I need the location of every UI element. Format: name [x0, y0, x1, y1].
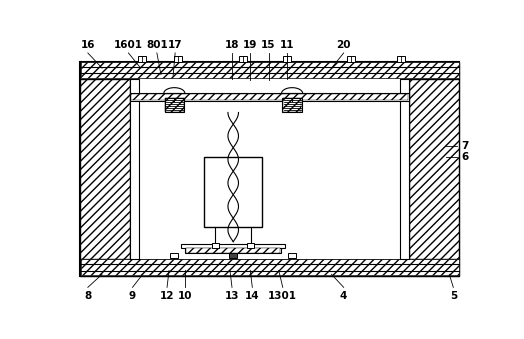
Bar — [185, 248, 279, 253]
Bar — [80, 259, 460, 276]
Text: 9: 9 — [129, 291, 136, 301]
Bar — [181, 244, 285, 248]
Bar — [132, 94, 408, 100]
Text: 19: 19 — [243, 40, 257, 50]
Text: 12: 12 — [160, 291, 174, 301]
Bar — [400, 79, 409, 259]
Text: 16: 16 — [81, 40, 95, 50]
Text: 13: 13 — [225, 291, 239, 301]
Bar — [203, 157, 263, 227]
Bar — [80, 62, 460, 79]
Bar — [81, 259, 458, 275]
Bar — [283, 98, 301, 112]
Text: 14: 14 — [245, 291, 259, 301]
Text: 18: 18 — [225, 40, 239, 50]
Bar — [80, 79, 130, 259]
Bar — [239, 56, 247, 62]
Text: 8: 8 — [84, 291, 92, 301]
Bar — [282, 56, 291, 62]
Bar — [80, 62, 460, 276]
Bar — [130, 79, 139, 259]
Bar — [247, 243, 254, 248]
Text: 17: 17 — [168, 40, 182, 50]
Text: 5: 5 — [450, 291, 457, 301]
Text: 4: 4 — [340, 291, 347, 301]
Bar — [165, 98, 184, 112]
Bar — [81, 62, 458, 78]
Bar — [170, 254, 178, 258]
Bar — [130, 94, 409, 101]
Text: 11: 11 — [280, 40, 294, 50]
Text: 20: 20 — [336, 40, 351, 50]
Bar — [229, 254, 237, 258]
Bar — [212, 243, 219, 248]
Bar — [138, 56, 146, 62]
Bar — [174, 56, 182, 62]
Bar — [139, 79, 400, 259]
Bar — [288, 254, 296, 258]
Bar — [409, 79, 460, 259]
Text: 1601: 1601 — [114, 40, 143, 50]
Bar — [347, 56, 355, 62]
Text: 15: 15 — [261, 40, 276, 50]
Bar — [165, 98, 184, 113]
Bar — [397, 56, 405, 62]
Bar — [185, 248, 281, 254]
Text: 1301: 1301 — [268, 291, 297, 301]
Text: 10: 10 — [178, 291, 192, 301]
Bar — [282, 98, 302, 113]
Text: 6: 6 — [462, 152, 468, 162]
Text: 7: 7 — [462, 141, 469, 152]
Text: 801: 801 — [146, 40, 168, 50]
